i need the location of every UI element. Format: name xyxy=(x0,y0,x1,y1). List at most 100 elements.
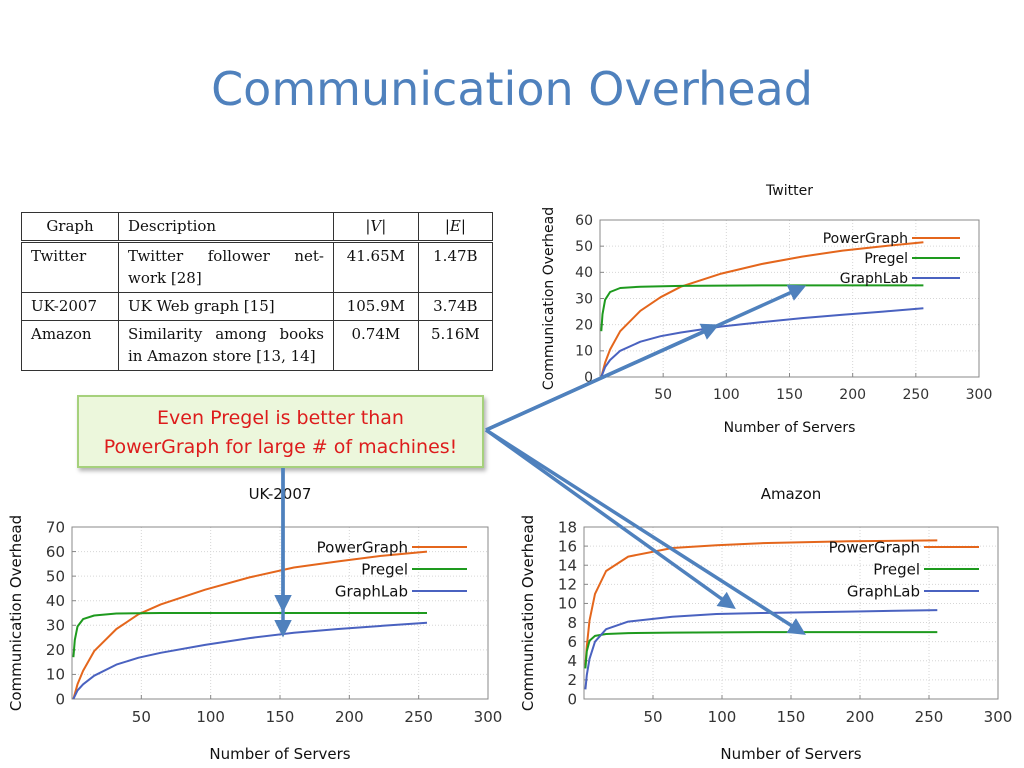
chart-title: UK-2007 xyxy=(249,485,312,503)
header-vertices: |V| xyxy=(333,212,419,242)
cell-vertices: 105.9M xyxy=(333,292,419,321)
legend-label: PowerGraph xyxy=(823,231,908,247)
y-tick-label: 14 xyxy=(558,556,577,574)
y-axis-label: Communication Overhead xyxy=(7,515,25,711)
plot-frame xyxy=(583,526,999,700)
y-tick-label: 50 xyxy=(575,239,593,255)
cell-edges: 1.47B xyxy=(417,241,494,293)
x-tick-label: 300 xyxy=(474,708,503,726)
y-axis-label: Communication Overhead xyxy=(519,515,537,711)
y-tick-label: 60 xyxy=(46,543,65,561)
x-tick-label: 250 xyxy=(902,387,929,403)
legend-label: PowerGraph xyxy=(317,538,408,556)
cell-description: Similarity among books in Amazon store [… xyxy=(118,320,334,371)
cell-description: Twitter follower net- work [28] xyxy=(118,241,334,293)
slide-title: Communication Overhead xyxy=(211,62,813,116)
header-description: Description xyxy=(118,212,334,242)
series-line-powergraph xyxy=(72,550,428,700)
x-axis-label: Number of Servers xyxy=(720,745,861,763)
y-tick-label: 20 xyxy=(46,641,65,659)
y-tick-label: 20 xyxy=(575,318,593,334)
legend-label: GraphLab xyxy=(847,582,920,600)
y-tick-label: 50 xyxy=(46,567,65,585)
plot-frame xyxy=(71,526,489,700)
cell-vertices: 0.74M xyxy=(333,320,419,371)
x-tick-label: 100 xyxy=(708,708,737,726)
table-row: Twitter Twitter follower net- work [28] … xyxy=(21,241,494,293)
x-tick-label: 250 xyxy=(404,708,433,726)
y-tick-label: 0 xyxy=(584,370,593,386)
x-tick-label: 50 xyxy=(654,387,672,403)
desc-line: in Amazon store [13, 14] xyxy=(128,347,316,365)
cell-description: UK Web graph [15] xyxy=(118,292,334,321)
y-tick-label: 30 xyxy=(46,617,65,635)
y-tick-label: 8 xyxy=(567,614,577,632)
cell-graph: Twitter xyxy=(21,241,119,293)
callout-arrow xyxy=(485,428,806,635)
legend-label: PowerGraph xyxy=(829,538,920,556)
callout-box: Even Pregel is better than PowerGraph fo… xyxy=(77,395,484,468)
x-tick-label: 300 xyxy=(966,387,993,403)
legend-label: Pregel xyxy=(873,560,920,578)
x-tick-label: 50 xyxy=(132,708,151,726)
series-line-pregel xyxy=(600,284,924,332)
callout-line-1: Even Pregel is better than xyxy=(157,407,404,429)
dataset-table: Graph Description |V| |E| Twitter Twitte… xyxy=(21,212,494,371)
x-tick-label: 200 xyxy=(335,708,364,726)
x-tick-label: 250 xyxy=(915,708,944,726)
y-tick-label: 30 xyxy=(575,291,593,307)
y-tick-label: 60 xyxy=(575,213,593,229)
chart-title: Twitter xyxy=(765,183,813,199)
y-axis-label: Communication Overhead xyxy=(541,207,557,390)
y-tick-label: 4 xyxy=(567,652,577,670)
header-graph: Graph xyxy=(21,212,119,242)
desc-line: Twitter follower net- xyxy=(128,247,324,265)
desc-line: UK Web graph [15] xyxy=(128,297,275,315)
legend-label: GraphLab xyxy=(335,582,408,600)
x-tick-label: 100 xyxy=(196,708,225,726)
series-line-powergraph xyxy=(600,241,924,378)
y-tick-label: 70 xyxy=(46,518,65,536)
legend-label: Pregel xyxy=(864,251,908,267)
x-tick-label: 200 xyxy=(839,387,866,403)
desc-line: Similarity among books xyxy=(128,325,324,343)
callout-arrow xyxy=(485,284,807,432)
x-tick-label: 150 xyxy=(776,387,803,403)
y-tick-label: 18 xyxy=(558,518,577,536)
callout-arrow xyxy=(485,323,720,432)
x-tick-label: 300 xyxy=(984,708,1013,726)
y-tick-label: 16 xyxy=(558,537,577,555)
x-tick-label: 200 xyxy=(846,708,875,726)
y-tick-label: 10 xyxy=(46,666,65,684)
y-tick-label: 10 xyxy=(575,344,593,360)
x-tick-label: 100 xyxy=(713,387,740,403)
table-header-row: Graph Description |V| |E| xyxy=(21,212,494,242)
x-axis-label: Number of Servers xyxy=(209,745,350,763)
y-tick-label: 40 xyxy=(46,592,65,610)
y-tick-label: 2 xyxy=(567,671,577,689)
table-row: UK-2007 UK Web graph [15] 105.9M 3.74B xyxy=(21,292,494,321)
plot-frame xyxy=(599,219,980,378)
x-axis-label: Number of Servers xyxy=(724,420,856,436)
series-line-graphlab xyxy=(72,621,428,700)
legend-label: Pregel xyxy=(361,560,408,578)
callout-line-2: PowerGraph for large # of machines! xyxy=(103,436,458,458)
y-tick-label: 0 xyxy=(567,690,577,708)
chart-title: Amazon xyxy=(761,485,822,503)
series-line-graphlab xyxy=(600,307,924,378)
cell-edges: 3.74B xyxy=(417,292,494,321)
series-line-pregel xyxy=(584,631,938,669)
series-line-pregel xyxy=(72,612,427,658)
x-tick-label: 150 xyxy=(266,708,295,726)
table-row: Amazon Similarity among books in Amazon … xyxy=(21,320,494,371)
y-tick-label: 0 xyxy=(55,690,65,708)
desc-line: work [28] xyxy=(128,269,202,287)
y-tick-label: 12 xyxy=(558,576,577,594)
cell-graph: UK-2007 xyxy=(21,292,119,321)
callout-arrow xyxy=(484,428,736,610)
header-edges: |E| xyxy=(417,212,494,242)
y-tick-label: 6 xyxy=(567,633,577,651)
cell-vertices: 41.65M xyxy=(333,241,419,293)
x-tick-label: 50 xyxy=(643,708,662,726)
cell-edges: 5.16M xyxy=(417,320,494,371)
